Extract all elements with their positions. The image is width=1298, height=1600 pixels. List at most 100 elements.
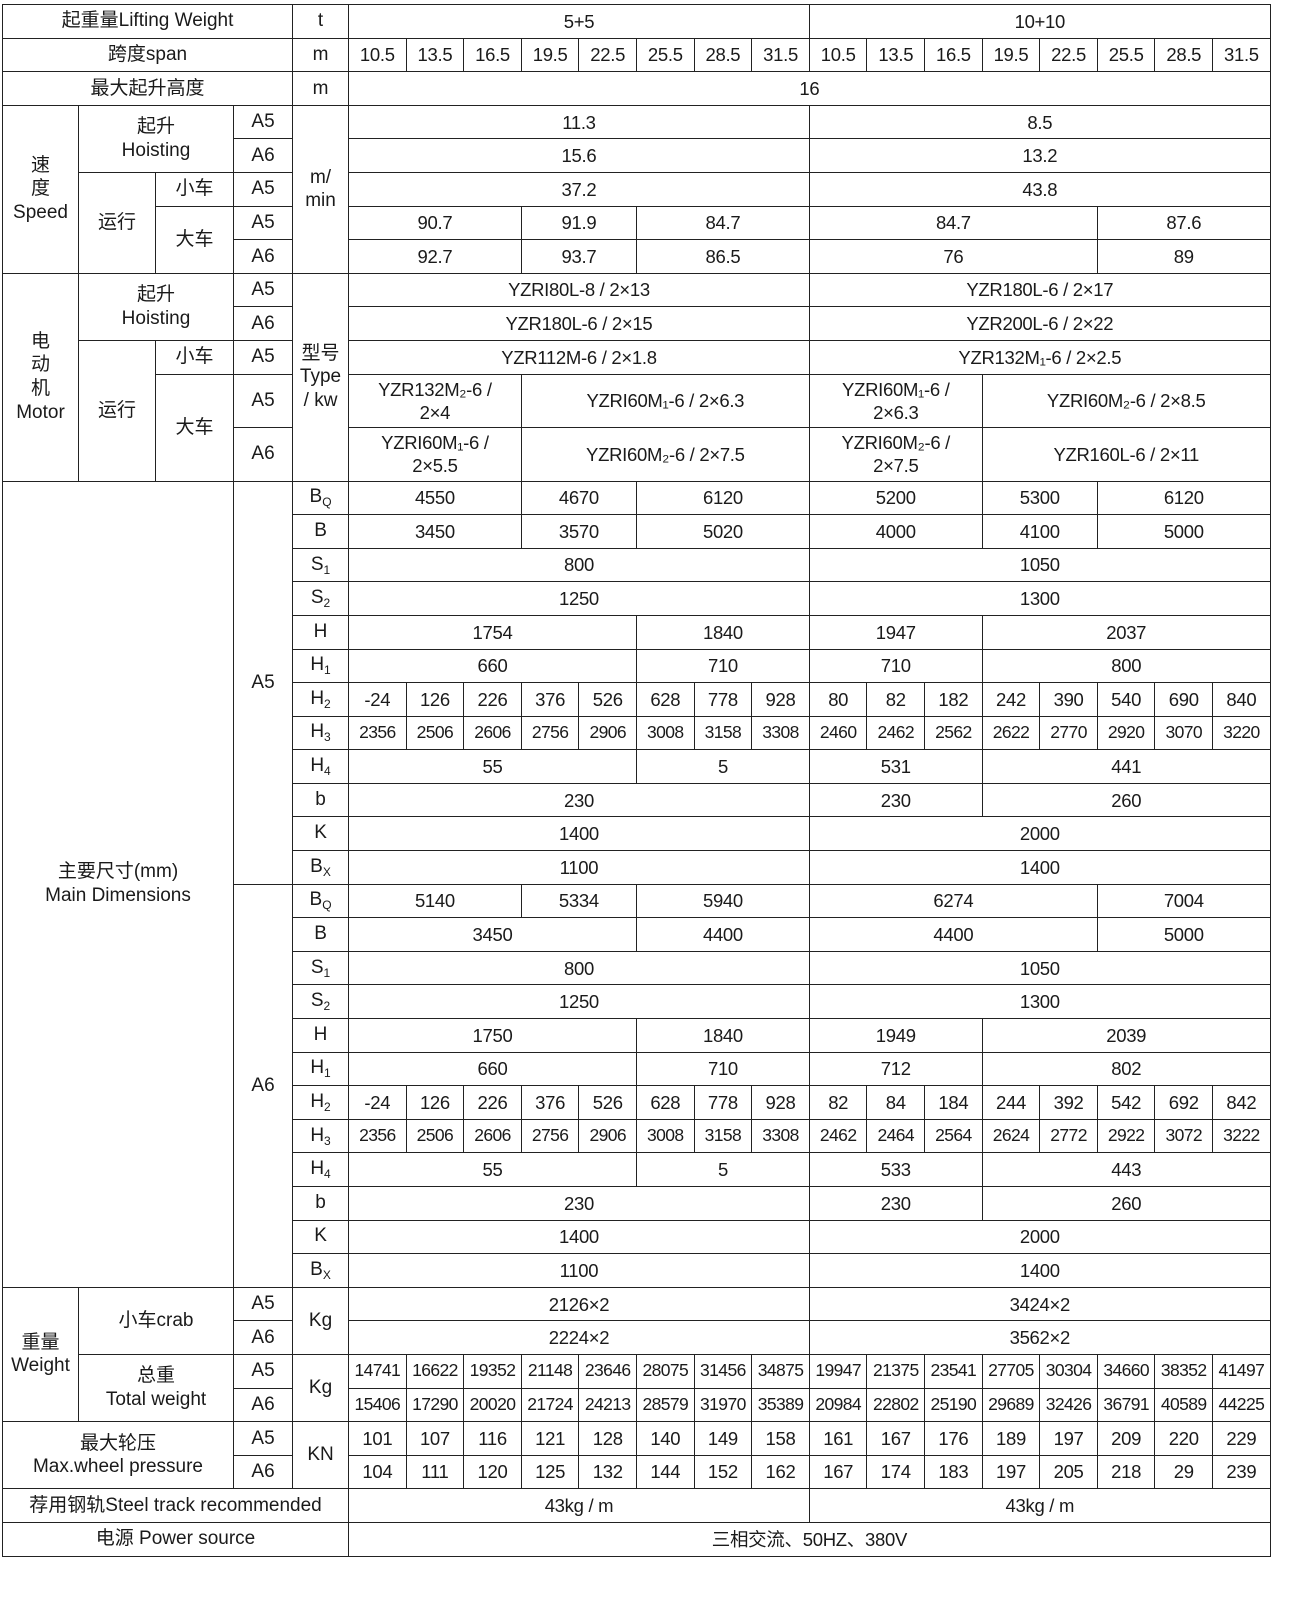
row-label: 大车 <box>155 373 234 482</box>
value-cell: 2922 <box>1096 1118 1156 1154</box>
value-cell: 82 <box>808 1085 868 1120</box>
value-cell: 390 <box>1039 682 1098 717</box>
value-cell: 628 <box>636 1085 695 1120</box>
dimension-symbol: H4 <box>292 749 350 784</box>
value-cell: 15.6 <box>348 138 810 173</box>
value-cell: 2624 <box>981 1118 1041 1154</box>
symbol-text: S <box>310 990 324 1012</box>
value-cell: 21724 <box>520 1387 580 1423</box>
value-cell: 197 <box>1039 1421 1098 1456</box>
value-cell: 4400 <box>636 917 810 952</box>
unit-label: m <box>292 71 350 106</box>
value-cell: 167 <box>808 1454 868 1490</box>
value-cell: 2906 <box>578 1118 637 1154</box>
value-cell: 25.5 <box>1096 37 1156 73</box>
value-cell: 144 <box>636 1454 695 1490</box>
symbol-subscript: 4 <box>324 1167 331 1182</box>
value-cell: 16622 <box>405 1353 465 1389</box>
value-cell: 19.5 <box>520 37 580 73</box>
value-cell: 40589 <box>1154 1387 1214 1423</box>
dimension-symbol: BX <box>292 1253 350 1288</box>
value-cell: 16 <box>348 71 1271 106</box>
value-cell: 22802 <box>866 1387 926 1423</box>
value-cell: 126 <box>405 1085 465 1120</box>
table-row: 运行 小车 A5 37.2 43.8 <box>3 171 1271 274</box>
value-cell: 89 <box>1096 239 1271 274</box>
table-row: 最大轮压 Max.wheel pressure A5 KN 101 107 116 121 1… <box>2 1421 1271 1490</box>
duty-class-label: A6 <box>232 239 294 274</box>
value-cell: 443 <box>981 1152 1271 1187</box>
dimension-symbol: H2 <box>292 682 350 717</box>
value-cell: 116 <box>463 1421 522 1456</box>
value-cell: 229 <box>1212 1421 1271 1456</box>
value-cell: 149 <box>693 1421 753 1456</box>
table-row: 大车 A5 90.7 91.9 84.7 84.7 87.6 <box>3 205 1271 274</box>
value-cell: 1949 <box>808 1018 983 1053</box>
dimension-symbol: H3 <box>292 1118 350 1154</box>
dimension-symbol: K <box>292 1219 350 1255</box>
value-cell: 5000 <box>1096 917 1271 952</box>
duty-class-label: A5 <box>232 1353 294 1389</box>
value-cell: YZRI60M₂-6 / 2×7.5 <box>808 427 983 482</box>
dimension-symbol: BX <box>292 850 350 885</box>
dimension-symbol: S2 <box>292 984 350 1020</box>
value-cell: 2126×2 <box>348 1286 810 1322</box>
value-cell: 31970 <box>693 1387 753 1423</box>
value-cell: 20984 <box>808 1387 868 1423</box>
value-cell: 226 <box>463 682 522 717</box>
symbol-text: b <box>315 788 326 810</box>
dimension-symbol: H1 <box>292 1051 350 1087</box>
value-cell: 17290 <box>405 1387 465 1423</box>
table-row: 主要尺寸(mm) Main Dimensions A5 BQ 4550 4670 6120… <box>2 480 1271 1288</box>
table-row: BX 1100 1400 <box>3 1253 1271 1288</box>
value-cell: 5 <box>636 749 810 784</box>
value-cell: 1300 <box>808 984 1271 1020</box>
value-cell: 1400 <box>808 850 1271 885</box>
row-label: 起升 Hoisting <box>78 272 234 341</box>
section-label-speed: 速 度 Speed <box>2 104 79 274</box>
table-row: A6 YZRI60M₁-6 / 2×5.5 YZRI60M₂-6 / 2×7.5 YZ… <box>3 427 1271 482</box>
value-cell: 209 <box>1096 1421 1156 1456</box>
value-cell: YZR132M₁-6 / 2×2.5 <box>808 339 1271 375</box>
row-label: 小车 <box>155 171 234 207</box>
value-cell: 220 <box>1154 1421 1214 1456</box>
value-cell: 2564 <box>924 1118 983 1154</box>
value-cell: 91.9 <box>520 205 638 241</box>
value-cell: 260 <box>981 782 1271 818</box>
table-row: A6 15406 17290 20020 21724 24213 28579 31970 353… <box>3 1387 1271 1423</box>
value-cell: 19.5 <box>981 37 1041 73</box>
value-cell: 183 <box>924 1454 983 1490</box>
dimension-symbol: B <box>292 917 350 952</box>
value-cell: 23646 <box>578 1353 637 1389</box>
value-cell: 3424×2 <box>808 1286 1271 1322</box>
value-cell: 3220 <box>1212 715 1271 751</box>
value-cell: 660 <box>348 648 637 684</box>
value-cell: 2464 <box>866 1118 926 1154</box>
symbol-text: H <box>310 721 325 743</box>
value-cell: 8.5 <box>808 104 1271 140</box>
value-cell: 710 <box>636 648 810 684</box>
value-cell: 778 <box>693 682 753 717</box>
table-row: 电 动 机 Motor 起升 Hoisting A5 型号 Type / kw YZRI… <box>2 272 1271 482</box>
row-label: 总重 Total weight <box>78 1353 234 1423</box>
value-cell: 197 <box>981 1454 1041 1490</box>
value-cell: 5 <box>636 1152 810 1187</box>
value-cell: YZR160L-6 / 2×11 <box>981 427 1271 482</box>
value-cell: 182 <box>924 682 983 717</box>
value-cell: 3158 <box>693 715 753 751</box>
value-cell: 2356 <box>348 715 407 751</box>
value-cell: 27705 <box>981 1353 1041 1389</box>
value-cell: 184 <box>924 1085 983 1120</box>
value-cell: 1100 <box>348 850 810 885</box>
value-cell: 1100 <box>348 1253 810 1288</box>
row-label: 小车crab <box>78 1286 234 1355</box>
value-cell: 107 <box>405 1421 465 1456</box>
value-cell: 10+10 <box>808 4 1271 39</box>
value-cell: 710 <box>808 648 983 684</box>
table-row: H 1750 1840 1949 2039 <box>3 1018 1271 1053</box>
value-cell: 14741 <box>348 1353 407 1389</box>
section-label-weight: 重量 Weight <box>2 1286 79 1423</box>
value-cell: 30304 <box>1039 1353 1098 1389</box>
value-cell: 3308 <box>751 715 810 751</box>
table-row: A6 2224×2 3562×2 <box>3 1320 1271 1355</box>
